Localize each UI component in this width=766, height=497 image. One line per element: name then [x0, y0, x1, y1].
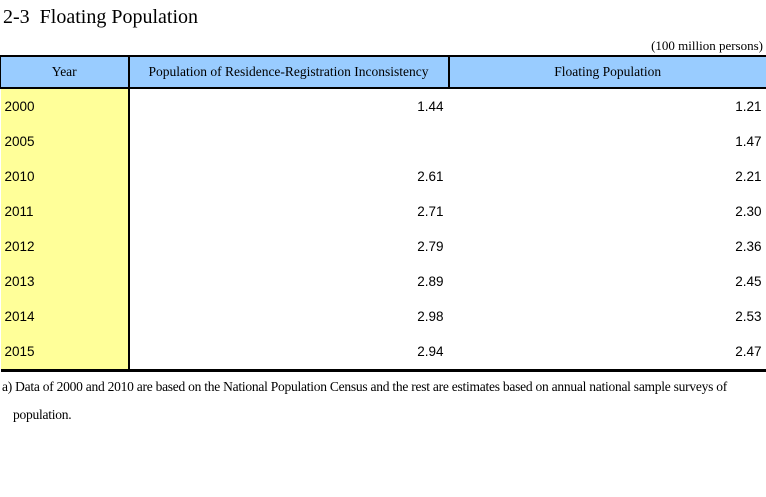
footnote-line-2: population. — [13, 407, 766, 423]
inconsistency-cell: 2.79 — [129, 229, 449, 264]
table-row: 2000 1.44 1.21 — [1, 88, 766, 124]
floating-cell: 2.45 — [449, 264, 766, 299]
floating-cell: 2.36 — [449, 229, 766, 264]
inconsistency-cell: 2.71 — [129, 194, 449, 229]
table-row: 2014 2.98 2.53 — [1, 299, 766, 334]
unit-label: (100 million persons) — [0, 38, 763, 53]
floating-cell: 1.21 — [449, 88, 766, 124]
floating-cell: 2.47 — [449, 334, 766, 371]
year-cell: 2015 — [1, 334, 129, 371]
column-header-inconsistency: Population of Residence-Registration Inc… — [129, 56, 449, 88]
inconsistency-cell: 2.94 — [129, 334, 449, 371]
year-cell: 2013 — [1, 264, 129, 299]
year-cell: 2005 — [1, 124, 129, 159]
floating-cell: 2.30 — [449, 194, 766, 229]
table-row: 2013 2.89 2.45 — [1, 264, 766, 299]
column-header-floating: Floating Population — [449, 56, 766, 88]
floating-cell: 2.21 — [449, 159, 766, 194]
year-cell: 2000 — [1, 88, 129, 124]
year-cell: 2012 — [1, 229, 129, 264]
floating-cell: 1.47 — [449, 124, 766, 159]
floating-cell: 2.53 — [449, 299, 766, 334]
year-cell: 2014 — [1, 299, 129, 334]
page-title: 2-3 Floating Population — [3, 5, 766, 29]
inconsistency-cell: 2.89 — [129, 264, 449, 299]
table-row: 2005 1.47 — [1, 124, 766, 159]
table-row: 2011 2.71 2.30 — [1, 194, 766, 229]
year-cell: 2011 — [1, 194, 129, 229]
table-header-row: Year Population of Residence-Registratio… — [1, 56, 766, 88]
column-header-year: Year — [1, 56, 129, 88]
inconsistency-cell — [129, 124, 449, 159]
floating-population-table: Year Population of Residence-Registratio… — [0, 55, 766, 372]
inconsistency-cell: 2.98 — [129, 299, 449, 334]
footnote-line-1: a) Data of 2000 and 2010 are based on th… — [2, 379, 766, 395]
table-row: 2012 2.79 2.36 — [1, 229, 766, 264]
inconsistency-cell: 2.61 — [129, 159, 449, 194]
year-cell: 2010 — [1, 159, 129, 194]
footnote: a) Data of 2000 and 2010 are based on th… — [0, 379, 766, 423]
table-row: 2010 2.61 2.21 — [1, 159, 766, 194]
table-row: 2015 2.94 2.47 — [1, 334, 766, 371]
inconsistency-cell: 1.44 — [129, 88, 449, 124]
